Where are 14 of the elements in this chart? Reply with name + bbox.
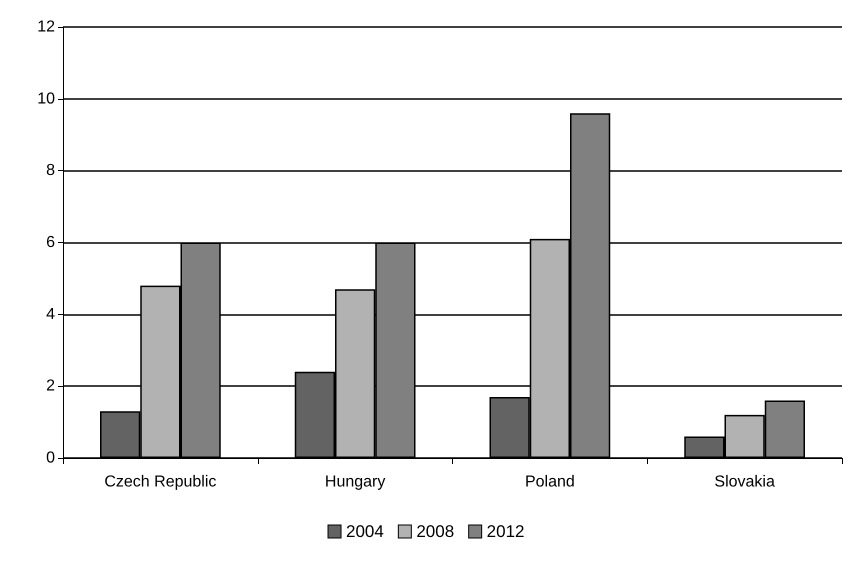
x-tick-label: Hungary: [324, 474, 386, 490]
legend-label: 2004: [346, 522, 384, 541]
x-tick-label: Poland: [524, 474, 575, 490]
legend-label: 2012: [486, 522, 524, 541]
y-tick-label: 10: [37, 90, 56, 108]
x-tick-label: Slovakia: [714, 474, 775, 490]
y-tick-label: 6: [46, 234, 56, 251]
y-tick-label: 4: [46, 306, 56, 323]
y-tick-label: 8: [46, 162, 56, 180]
x-tick-label: Czech Republic: [104, 474, 216, 490]
legend-label: 2008: [416, 522, 454, 541]
y-tick-label: 0: [46, 450, 56, 466]
y-tick-label: 2: [46, 378, 56, 395]
y-tick-label: 12: [37, 18, 56, 36]
